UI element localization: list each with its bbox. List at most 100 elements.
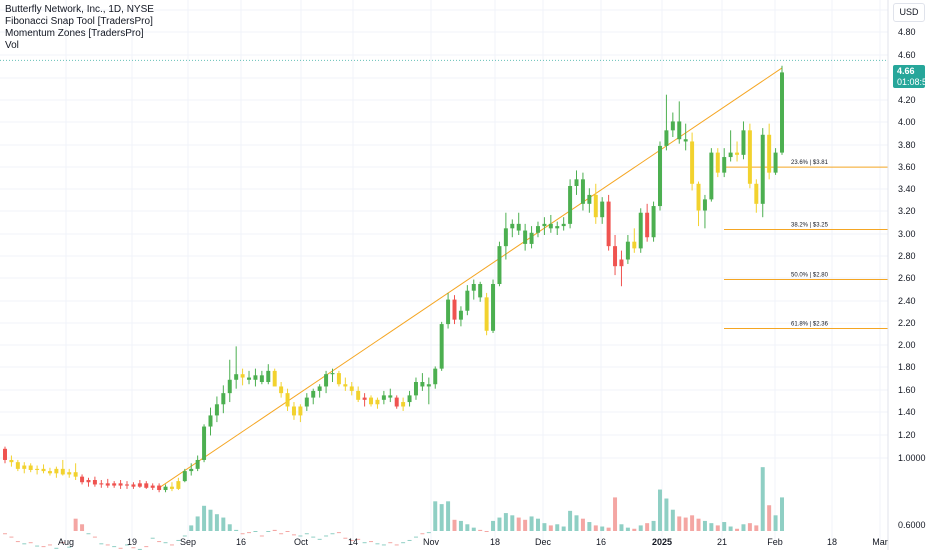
volume-bar <box>696 518 701 531</box>
indicator-momentum[interactable]: Momentum Zones [TradersPro] <box>5 28 144 39</box>
indicator-volume[interactable]: Vol <box>5 40 19 51</box>
volume-bar <box>638 525 643 531</box>
candle-body <box>683 139 688 142</box>
candle-body <box>780 72 784 153</box>
volume-bar <box>336 532 341 534</box>
candle-body <box>9 459 14 463</box>
candle-body <box>645 212 650 238</box>
candle-body <box>580 179 585 204</box>
candle-body <box>747 130 752 184</box>
candle-body <box>754 183 759 204</box>
candle-body <box>189 468 194 472</box>
volume-bar <box>767 505 772 531</box>
candle-body <box>195 459 200 469</box>
volume-bar <box>202 505 207 531</box>
volume-bar <box>105 544 110 546</box>
candle-body <box>291 406 296 416</box>
candle-body <box>137 483 142 487</box>
volume-bar <box>529 516 534 531</box>
volume-bar <box>285 531 290 532</box>
candle-body <box>336 373 341 385</box>
volume-bar <box>773 515 778 531</box>
volume-bar <box>279 533 284 535</box>
volume-bar <box>484 531 489 532</box>
candle-body <box>433 368 438 385</box>
volume-bar <box>433 501 438 531</box>
volume-bar <box>677 516 682 531</box>
indicator-fibonacci[interactable]: Fibonacci Snap Tool [TradersPro] <box>5 16 153 27</box>
volume-bar <box>150 537 155 539</box>
time-tick-label: 16 <box>596 537 606 547</box>
volume-bar <box>606 527 611 531</box>
volume-bar <box>54 547 59 549</box>
volume-bar <box>555 524 560 531</box>
volume-bar <box>15 541 20 543</box>
fib-level-label: 50.0% | $2.80 <box>791 273 829 279</box>
candle-body <box>420 382 425 387</box>
last-price-value: 4.66 <box>897 66 915 76</box>
candle-body <box>118 483 123 486</box>
volume-bar <box>580 518 585 531</box>
volume-bar <box>471 527 476 531</box>
volume-bar <box>291 534 296 536</box>
candle-body <box>41 468 46 472</box>
candle-body <box>516 223 521 231</box>
price-tick-label: 4.80 <box>898 27 916 37</box>
price-tick-label: 3.60 <box>898 162 916 172</box>
volume-bar <box>535 518 540 531</box>
volume-bar <box>381 544 386 546</box>
candle-body <box>3 448 7 460</box>
volume-bar <box>491 520 496 531</box>
volume-bar <box>446 501 451 531</box>
time-tick-label: 21 <box>717 537 727 547</box>
volume-bar <box>401 542 406 544</box>
volume-bar <box>426 532 431 534</box>
volume-bars <box>3 467 784 550</box>
volume-bar <box>330 533 335 535</box>
volume-bar <box>131 547 136 549</box>
candle-body <box>47 471 52 474</box>
candle-body <box>587 194 592 204</box>
candle-body <box>182 471 187 482</box>
volume-bar <box>690 515 695 531</box>
candle-body <box>696 183 701 211</box>
candle-body <box>131 484 136 487</box>
candle-body <box>298 406 303 416</box>
candle-body <box>619 259 624 267</box>
volume-bar <box>240 533 245 535</box>
volume-bar <box>137 548 142 550</box>
volume-bar <box>362 542 367 544</box>
time-tick-label: Feb <box>767 537 783 547</box>
volume-bar <box>715 525 720 531</box>
volume-bar <box>625 527 630 531</box>
price-tick-label: 1.40 <box>898 407 916 417</box>
symbol-title[interactable]: Butterfly Network, Inc., 1D, NYSE <box>5 4 154 15</box>
volume-bar <box>214 514 219 531</box>
volume-bar <box>702 520 707 531</box>
candle-body <box>677 121 682 140</box>
time-axis[interactable]: Aug 19 Sep 16 Oct 14 Nov 18 Dec 16 2025 21 Feb 18 Mar <box>58 537 888 547</box>
volume-bar <box>754 525 759 531</box>
price-tick-label: 3.80 <box>898 140 916 150</box>
volume-bar <box>234 529 239 531</box>
candle-body <box>484 297 489 331</box>
candle-body <box>362 397 367 400</box>
time-tick-label: 18 <box>490 537 500 547</box>
volume-bar <box>651 520 656 531</box>
currency-button[interactable]: USD <box>893 3 925 22</box>
candle-body <box>99 483 104 485</box>
candle-body <box>311 390 316 398</box>
volume-bar <box>407 539 412 541</box>
volume-bar <box>420 533 425 535</box>
volume-bar <box>157 541 162 543</box>
volume-bar <box>369 541 374 543</box>
candle-body <box>535 226 540 233</box>
volume-bar <box>497 517 502 531</box>
price-tick-label: 2.00 <box>898 340 916 350</box>
volume-bar <box>304 533 309 535</box>
candle-body <box>426 384 431 387</box>
volume-bar <box>619 524 624 531</box>
fib-level-label: 61.8% | $2.36 <box>791 322 829 328</box>
candle-body <box>690 141 695 184</box>
